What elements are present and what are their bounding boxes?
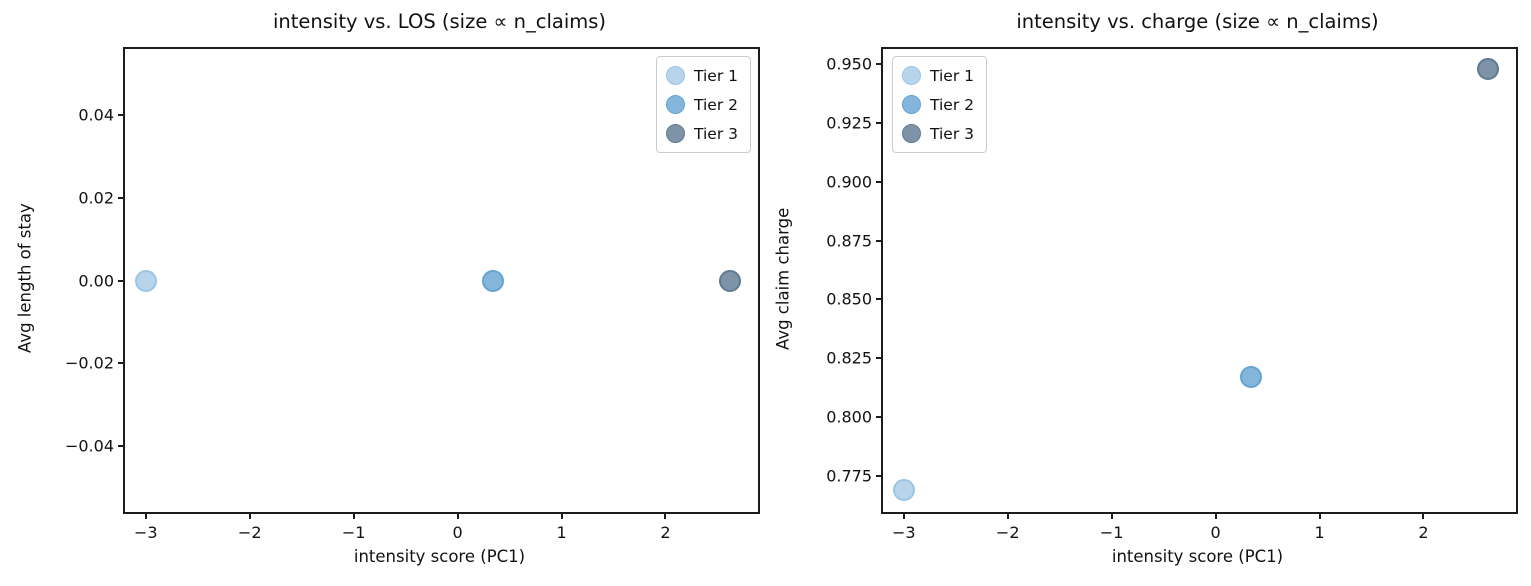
legend-item: Tier 2 <box>666 91 738 118</box>
legend: Tier 1 Tier 2 Tier 3 <box>892 56 987 153</box>
y-tick-mark <box>876 298 883 301</box>
legend-item: Tier 1 <box>902 62 974 89</box>
axes-los: −3 −2 −1 0 1 2 0.04 0.02 0.00 −0.02 −0.04 Tier 1 Tie… <box>65 47 760 542</box>
x-tick-mark <box>1006 512 1009 519</box>
legend-item-label: Tier 3 <box>930 124 974 143</box>
x-tick-mark <box>1110 512 1113 519</box>
x-tick-label: 0 <box>452 523 463 542</box>
x-tick-mark <box>352 512 355 519</box>
y-axis-label-charge: Avg claim charge <box>773 207 793 350</box>
y-tick-label: 0.04 <box>78 105 114 125</box>
legend-marker-icon <box>902 95 921 114</box>
scatter-point-tier-3 <box>718 269 741 292</box>
y-tick-mark <box>876 239 883 242</box>
y-tick-mark <box>118 279 125 282</box>
legend-marker-icon <box>902 124 921 143</box>
x-axis-label-charge: intensity score (PC1) <box>1111 547 1284 566</box>
legend-item: Tier 3 <box>902 120 974 147</box>
y-tick-mark <box>876 180 883 183</box>
y-tick-mark <box>118 362 125 365</box>
x-tick-mark <box>1318 512 1321 519</box>
legend-item: Tier 3 <box>666 120 738 147</box>
x-tick-mark <box>902 512 905 519</box>
x-axis-label-los: intensity score (PC1) <box>353 547 526 566</box>
legend: Tier 1 Tier 2 Tier 3 <box>656 56 751 153</box>
y-tick-mark <box>118 196 125 199</box>
y-axis-label-los: Avg length of stay <box>15 203 35 354</box>
y-tick-label: 0.900 <box>826 172 872 192</box>
x-tick-label: −2 <box>237 523 262 542</box>
x-tick-label: −1 <box>1099 523 1124 542</box>
x-tick-mark <box>248 512 251 519</box>
y-tick-label: 0.925 <box>826 113 872 133</box>
y-tick-mark <box>118 445 125 448</box>
y-tick-label: 0.850 <box>826 289 872 309</box>
legend-item: Tier 2 <box>902 91 974 118</box>
x-tick-mark <box>560 512 563 519</box>
y-tick-mark <box>876 474 883 477</box>
x-tick-label: 1 <box>1314 523 1325 542</box>
y-tick-label: 0.875 <box>826 231 872 251</box>
scatter-point-tier-2 <box>1239 365 1262 388</box>
x-tick-label: −3 <box>133 523 158 542</box>
x-tick-mark <box>1214 512 1217 519</box>
legend-marker-icon <box>666 124 685 143</box>
x-tick-mark <box>144 512 147 519</box>
legend-marker-icon <box>666 95 685 114</box>
y-tick-mark <box>876 63 883 66</box>
plot-title-los: intensity vs. LOS (size ∝ n_claims) <box>272 10 607 33</box>
y-tick-mark <box>876 357 883 360</box>
x-tick-mark <box>664 512 667 519</box>
axes-charge: −3 −2 −1 0 1 2 0.950 0.925 0.900 0.875 0.850 0.825 0… <box>826 47 1518 542</box>
scatter-point-tier-2 <box>481 269 504 292</box>
y-tick-label: −0.02 <box>64 353 114 373</box>
x-tick-mark <box>1422 512 1425 519</box>
legend-item-label: Tier 2 <box>694 95 738 114</box>
scatter-point-tier-1 <box>892 478 915 501</box>
x-tick-label: −3 <box>891 523 916 542</box>
x-tick-label: −1 <box>341 523 366 542</box>
y-tick-label: 0.775 <box>826 466 872 486</box>
legend-item-label: Tier 1 <box>694 66 738 85</box>
x-tick-label: 0 <box>1210 523 1221 542</box>
y-tick-mark <box>876 415 883 418</box>
legend-marker-icon <box>666 66 685 85</box>
y-tick-label: 0.00 <box>78 271 114 290</box>
y-tick-label: 0.825 <box>826 348 872 368</box>
x-tick-label: 1 <box>556 523 567 542</box>
legend-item: Tier 1 <box>666 62 738 89</box>
x-tick-mark <box>456 512 459 519</box>
y-tick-label: −0.04 <box>64 436 114 456</box>
legend-marker-icon <box>902 66 921 85</box>
y-tick-label: 0.950 <box>826 54 872 74</box>
legend-item-label: Tier 3 <box>694 124 738 143</box>
x-tick-label: 2 <box>660 523 671 542</box>
x-tick-label: −2 <box>995 523 1020 542</box>
scatter-point-tier-3 <box>1476 57 1499 80</box>
plot-title-charge: intensity vs. charge (size ∝ n_claims) <box>1016 10 1379 33</box>
y-tick-label: 0.02 <box>78 188 114 208</box>
x-tick-label: 2 <box>1418 523 1429 542</box>
legend-item-label: Tier 1 <box>930 66 974 85</box>
legend-item-label: Tier 2 <box>930 95 974 114</box>
y-tick-mark <box>876 122 883 125</box>
y-tick-mark <box>118 113 125 116</box>
y-tick-label: 0.800 <box>826 407 872 427</box>
scatter-point-tier-1 <box>134 269 157 292</box>
